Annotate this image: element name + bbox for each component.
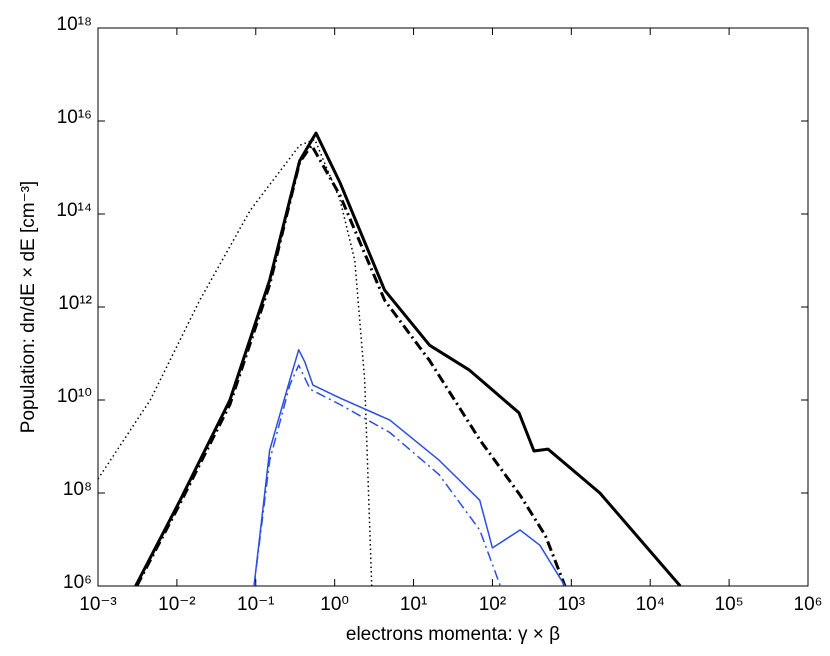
x-axis-label: electrons momenta: γ × β (346, 624, 560, 645)
x-tick-label: 10⁻³ (79, 594, 117, 615)
y-tick-label: 10¹⁴ (56, 200, 92, 221)
x-tick-label: 10⁻¹ (237, 594, 275, 615)
y-tick-label: 10⁶ (63, 572, 92, 593)
series-line (253, 349, 566, 586)
y-tick-label: 10⁸ (63, 479, 92, 500)
x-tick-label: 10¹ (400, 594, 427, 615)
x-tick-label: 10⁰ (320, 594, 349, 615)
series-line (134, 131, 682, 586)
y-tick-label: 10¹² (58, 293, 92, 314)
x-tick-label: 10⁻² (158, 594, 196, 615)
plot-lines (98, 131, 682, 586)
y-tick-label: 10¹⁸ (57, 14, 92, 35)
y-axis-label: Population: dn/dE × dE [cm⁻³] (18, 181, 39, 433)
series-line (253, 364, 502, 586)
series-line (98, 138, 373, 586)
plot-frame (97, 27, 809, 587)
y-tick-label: 10¹⁰ (57, 386, 92, 407)
x-tick-label: 10⁴ (636, 594, 665, 615)
x-tick-label: 10⁵ (715, 594, 744, 615)
x-tick-label: 10² (479, 594, 506, 615)
series-line (135, 143, 567, 586)
x-tick-label: 10⁶ (794, 594, 823, 615)
y-tick-label: 10¹⁶ (57, 107, 92, 128)
x-tick-label: 10³ (558, 594, 585, 615)
